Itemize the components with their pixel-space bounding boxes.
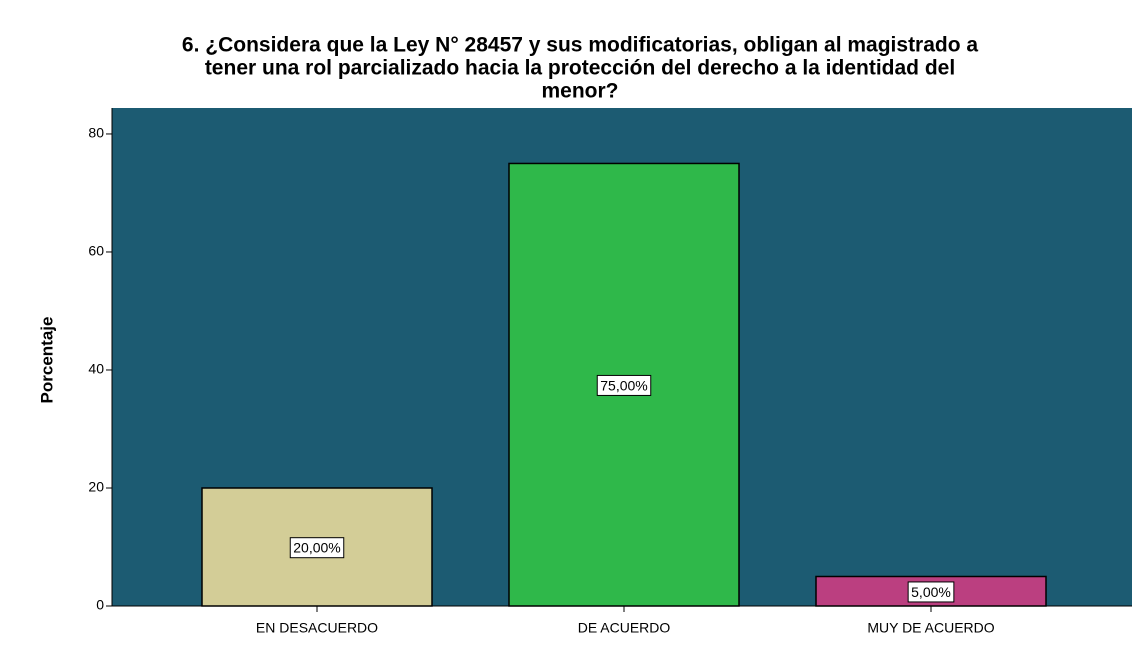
chart-title: menor? <box>541 80 618 103</box>
value-label-box <box>289 537 345 559</box>
y-tick-label: 0 <box>96 597 104 613</box>
value-label: 20,00% <box>293 540 340 556</box>
chart-title: 6. ¿Considera que la Ley N° 28457 y sus … <box>182 34 978 57</box>
y-tick-label: 40 <box>88 361 104 377</box>
x-tick-label: EN DESACUERDO <box>256 620 378 636</box>
value-label: 75,00% <box>600 377 647 393</box>
value-label: 5,00% <box>911 584 951 600</box>
value-label-box <box>596 374 652 396</box>
x-tick-label: DE ACUERDO <box>578 620 671 636</box>
chart-title: tener una rol parcializado hacia la prot… <box>205 57 955 80</box>
y-tick-label: 80 <box>88 125 104 141</box>
x-tick-label: MUY DE ACUERDO <box>867 620 994 636</box>
y-tick-label: 20 <box>88 479 104 495</box>
value-label-box <box>907 581 955 603</box>
y-tick-label: 60 <box>88 243 104 259</box>
y-axis-label: Porcentaje <box>37 317 56 404</box>
